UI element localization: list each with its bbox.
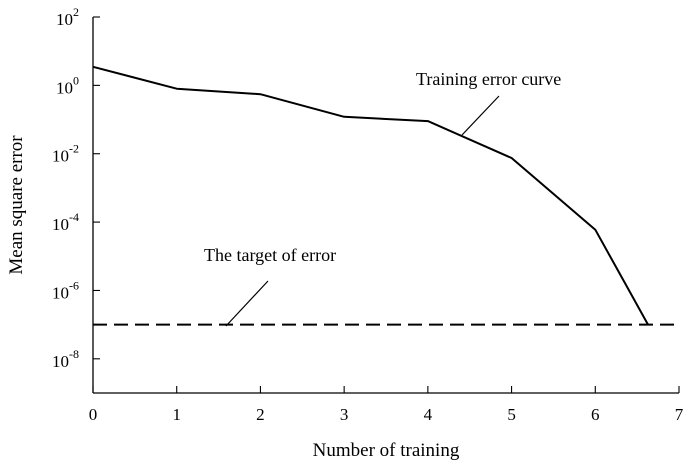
x-tick-label: 4 <box>424 405 433 424</box>
y-tick-label: 10-4 <box>52 210 79 234</box>
y-tick-base: 10 <box>56 78 73 97</box>
y-tick-label: 10-8 <box>52 347 79 371</box>
x-tick-label: 5 <box>507 405 516 424</box>
training-curve-annotation: Training error curve <box>416 69 561 89</box>
y-axis-title: Mean square error <box>6 135 27 275</box>
y-tick-exponent: -2 <box>69 142 79 156</box>
x-tick-label: 6 <box>591 405 600 424</box>
y-tick-label: 10-2 <box>52 142 79 166</box>
y-tick-exponent: 2 <box>73 5 79 19</box>
target-annotation: The target of error <box>204 245 336 265</box>
axes <box>92 17 679 394</box>
y-tick-base: 10 <box>56 10 73 29</box>
annotations: Training error curve The target of error <box>204 69 561 327</box>
x-tick-label: 7 <box>675 405 684 424</box>
x-axis-title: Number of training <box>313 440 460 461</box>
x-ticks: 0 1 2 3 4 5 6 7 <box>89 386 684 424</box>
y-tick-base: 10 <box>52 215 69 234</box>
y-tick-exponent: -4 <box>69 210 79 224</box>
x-tick-label: 3 <box>340 405 349 424</box>
y-tick-base: 10 <box>52 283 69 302</box>
y-tick-exponent: -8 <box>69 347 79 361</box>
y-tick-label: 100 <box>56 73 79 97</box>
x-tick-label: 1 <box>172 405 181 424</box>
y-tick-label: 10-6 <box>52 278 79 302</box>
x-tick-label: 0 <box>89 405 98 424</box>
target-leader <box>225 280 269 327</box>
x-tick-label: 2 <box>256 405 265 424</box>
series <box>92 65 679 326</box>
y-tick-exponent: 0 <box>73 73 79 87</box>
training-curve-leader <box>461 95 500 136</box>
y-tick-label: 102 <box>56 5 79 29</box>
y-tick-base: 10 <box>52 352 69 371</box>
y-tick-exponent: -6 <box>69 278 79 292</box>
y-tick-base: 10 <box>52 147 69 166</box>
training-error-line <box>92 65 649 326</box>
